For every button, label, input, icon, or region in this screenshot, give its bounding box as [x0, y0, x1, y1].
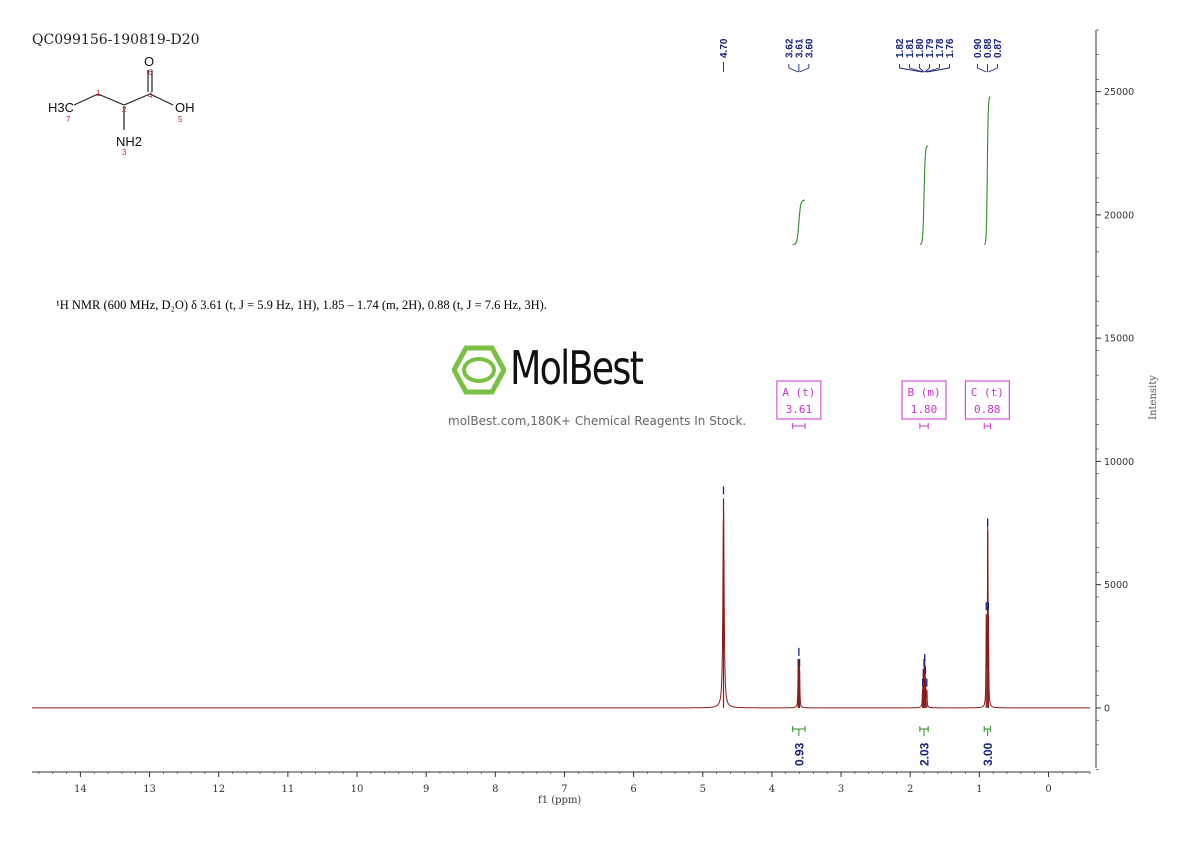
atom-number-7: 7 — [66, 115, 71, 124]
peak-label-leader — [977, 67, 987, 73]
x-tick-label: 9 — [423, 784, 429, 795]
peak-label-leader — [925, 67, 940, 73]
multiplet-name: A (t) — [782, 386, 815, 399]
multiplet-box — [901, 380, 947, 420]
multiplet-box — [776, 380, 822, 420]
x-tick-label: 1 — [976, 784, 982, 795]
integral-value: 2.03 — [918, 742, 932, 766]
peak-label-leader — [788, 67, 799, 73]
x-tick-label: 10 — [351, 784, 364, 795]
sample-title: QC099156-190819-D20 — [32, 32, 200, 48]
y-tick-label: 20000 — [1104, 210, 1134, 221]
multiplet-name: B (m) — [907, 386, 940, 399]
atom-number-3: 3 — [122, 148, 127, 157]
atom-number-2: 2 — [122, 105, 127, 114]
atom-number-5: 5 — [178, 115, 183, 124]
integral-curve — [792, 199, 806, 245]
x-tick-label: 14 — [74, 784, 87, 795]
peak-shift-label: 1.79 — [925, 38, 936, 58]
multiplet-box — [964, 380, 1010, 420]
y-tick-label: 0 — [1104, 703, 1110, 714]
x-axis-label: f1 (ppm) — [538, 795, 582, 806]
integral-curve — [984, 96, 991, 245]
y-axis-label: Intensity — [1147, 375, 1159, 420]
x-tick-label: 2 — [907, 784, 913, 795]
peak-shift-label: 1.82 — [895, 38, 906, 58]
peak-shift-label: 1.81 — [905, 38, 916, 58]
peak-shift-label: 4.70 — [719, 38, 730, 58]
peak-shift-label: 3.62 — [784, 38, 795, 58]
peak-shift-label: 1.76 — [945, 38, 956, 58]
peak-shift-label: 0.90 — [973, 38, 984, 58]
peak-label-leader — [988, 67, 998, 73]
peak-label-leader — [909, 67, 924, 73]
integral-curve — [919, 145, 929, 245]
peak-shift-label: 3.60 — [804, 38, 815, 58]
multiplet-shift: 1.80 — [911, 403, 938, 416]
y-tick-label: 5000 — [1104, 580, 1128, 591]
peak-shift-label: 1.80 — [915, 38, 926, 58]
brand-tagline: molBest.com,180K+ Chemical Reagents In S… — [448, 414, 747, 428]
atom-number-4: 4 — [148, 91, 153, 100]
y-tick-label: 10000 — [1104, 457, 1134, 468]
peak-shift-label: 1.78 — [935, 38, 946, 58]
x-tick-label: 0 — [1045, 784, 1051, 795]
x-tick-label: 3 — [838, 784, 844, 795]
peak-shift-label: 0.88 — [983, 38, 994, 58]
multiplet-name: C (t) — [971, 386, 1004, 399]
atom-h3c: H3C — [48, 100, 74, 115]
spectrum-trace — [32, 509, 1090, 709]
peak-label-leader — [899, 67, 923, 73]
integral-value: 3.00 — [981, 742, 995, 766]
x-tick-label: 11 — [281, 784, 294, 795]
x-tick-label: 12 — [212, 784, 225, 795]
multiplet-shift: 0.88 — [974, 403, 1001, 416]
peak-label-leader — [926, 67, 950, 73]
y-tick-label: 25000 — [1104, 87, 1134, 98]
structure-diagram: H3C NH2 O OH 1 2 3 4 5 6 7 — [48, 54, 195, 157]
brand-name: MolBest — [510, 341, 644, 395]
peak-label-leader — [799, 67, 810, 73]
x-tick-label: 13 — [143, 784, 156, 795]
x-tick-label: 7 — [561, 784, 567, 795]
x-tick-label: 6 — [630, 784, 636, 795]
nmr-description: ¹H NMR (600 MHz, D₂O) δ 3.61 (t, J = 5.9… — [56, 298, 547, 312]
x-tick-label: 8 — [492, 784, 498, 795]
integral-value: 0.93 — [792, 742, 806, 766]
peak-shift-label: 3.61 — [794, 38, 805, 58]
peak-label-leader — [919, 67, 925, 73]
atom-number-6: 6 — [148, 68, 153, 77]
x-tick-label: 5 — [700, 784, 706, 795]
x-tick-label: 4 — [769, 784, 775, 795]
atom-o: O — [144, 54, 154, 69]
atom-oh: OH — [175, 100, 195, 115]
peak-shift-label: 0.87 — [993, 38, 1004, 58]
atom-nh2: NH2 — [116, 134, 142, 149]
peak-label-leader — [924, 67, 930, 73]
benzene-logo-icon — [452, 345, 506, 395]
multiplet-shift: 3.61 — [786, 403, 813, 416]
molbest-logo: MolBest — [452, 341, 672, 399]
atom-number-1: 1 — [96, 89, 101, 98]
y-tick-label: 15000 — [1104, 334, 1134, 345]
